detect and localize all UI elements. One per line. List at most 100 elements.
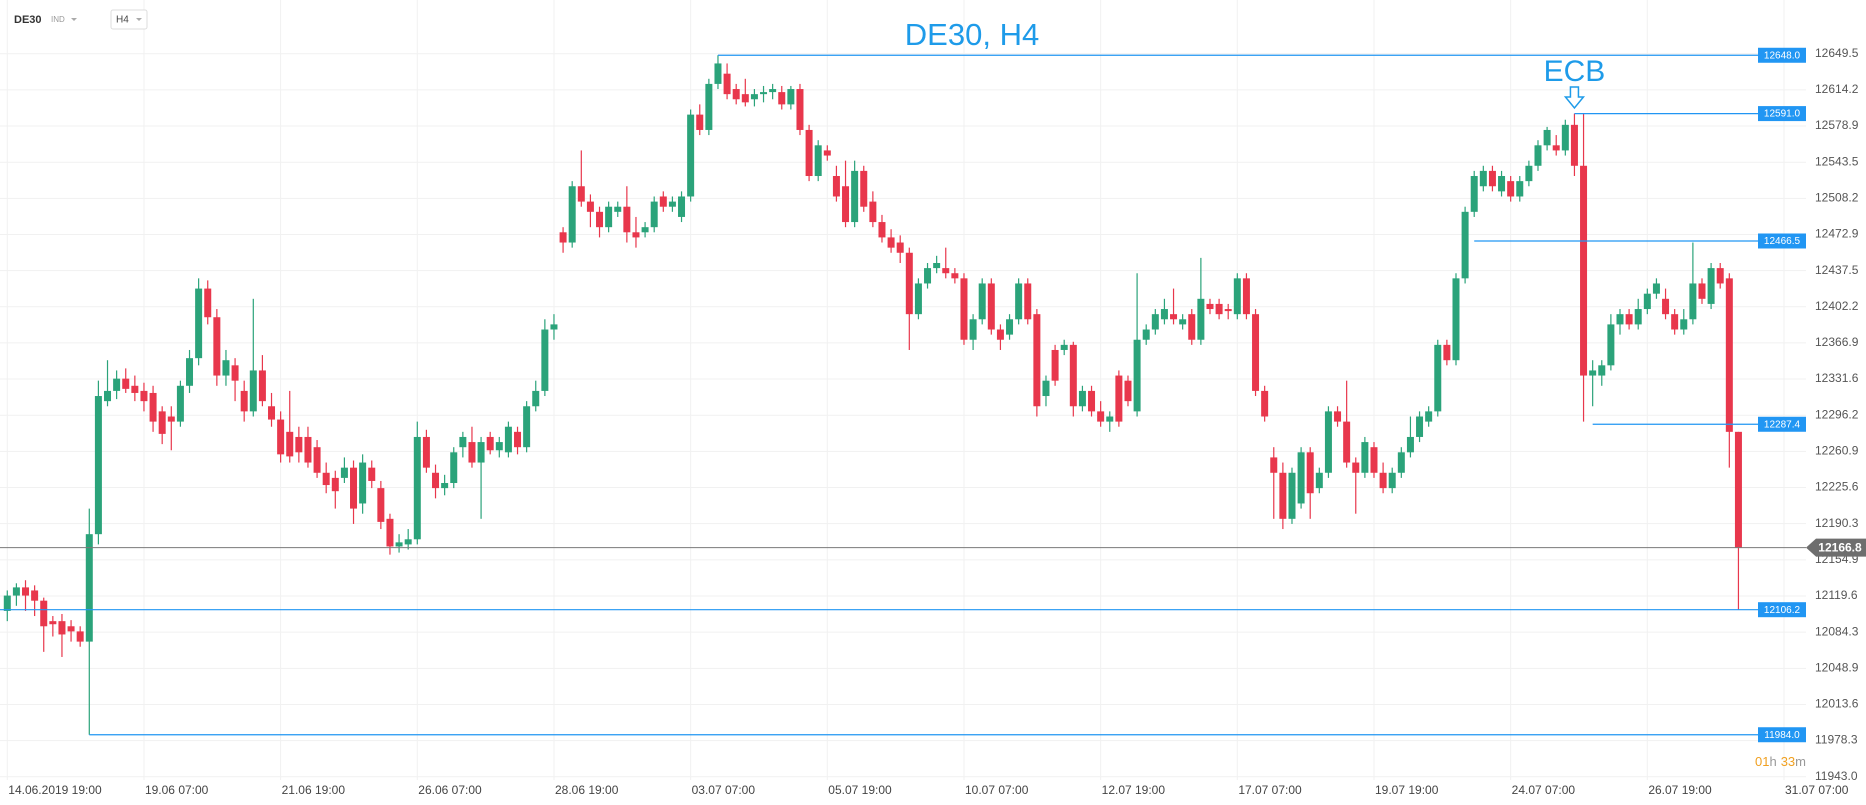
candle-body: [277, 419, 285, 455]
candle-body: [924, 268, 932, 284]
candle-body: [1179, 319, 1187, 325]
y-tick-label: 12508.2: [1815, 190, 1859, 204]
candle-body: [1297, 452, 1305, 504]
y-tick-label: 12366.9: [1815, 335, 1859, 349]
y-tick-label: 11943.0: [1815, 769, 1858, 783]
x-tick-label: 19.06 07:00: [145, 783, 209, 797]
candle-body: [22, 587, 30, 596]
candle-body: [1406, 436, 1414, 453]
candle-body: [769, 89, 777, 93]
level-label: 12106.2: [1764, 605, 1801, 616]
candle-body: [1370, 447, 1378, 473]
candle-body: [1033, 314, 1041, 407]
candle-body: [1652, 283, 1660, 294]
candle-body: [1352, 462, 1360, 473]
candle-body: [268, 406, 276, 420]
level-label: 12466.5: [1764, 236, 1801, 247]
candle-body: [823, 150, 831, 156]
candle-body: [969, 319, 977, 340]
candle-body: [1142, 329, 1150, 340]
countdown-unit: m: [1795, 754, 1806, 769]
candle-body: [3, 595, 11, 611]
symbol[interactable]: DE30: [14, 14, 42, 26]
candle-body: [432, 472, 440, 489]
candle-body: [632, 232, 640, 238]
timeframe-selector[interactable]: [110, 9, 148, 30]
candle-body: [550, 324, 558, 330]
candle-body: [441, 483, 449, 489]
candle-body: [350, 467, 358, 509]
candle-body: [58, 621, 66, 635]
candle-body: [860, 170, 868, 207]
candle-body: [422, 436, 430, 468]
candle-body: [1589, 370, 1597, 376]
candle-body: [331, 477, 339, 492]
timeframe-dropdown[interactable]: [136, 18, 142, 21]
countdown-hours: 01: [1755, 754, 1769, 769]
candle-body: [286, 431, 294, 457]
chart-title: DE30, H4: [905, 17, 1039, 52]
countdown-unit: h: [1769, 754, 1776, 769]
candle-body: [122, 378, 130, 389]
timeframe[interactable]: H4: [116, 15, 129, 26]
candle-body: [1060, 344, 1068, 350]
candle-body: [1698, 283, 1706, 299]
level-label-box: [1758, 727, 1806, 743]
candle-body: [31, 590, 39, 601]
candle-body: [796, 89, 804, 130]
candle-body: [1088, 390, 1096, 412]
x-tick-label: 28.06 19:00: [555, 783, 619, 797]
candle-body: [1379, 472, 1387, 489]
candle-body: [1580, 165, 1588, 376]
candle-body: [1689, 283, 1697, 320]
candle-body: [705, 83, 713, 130]
candle-body: [222, 360, 230, 376]
y-tick-label: 12472.9: [1815, 227, 1859, 241]
candle-body: [523, 406, 531, 448]
candle-body: [368, 467, 376, 481]
candle-body: [313, 447, 321, 473]
candle-body: [978, 283, 986, 320]
candle-body: [1461, 211, 1469, 279]
candle-body: [359, 462, 367, 504]
candle-body: [1425, 411, 1433, 422]
candle-body: [477, 442, 485, 463]
candle-body: [404, 539, 412, 545]
y-tick-label: 12084.3: [1815, 624, 1859, 638]
candle-body: [149, 392, 157, 422]
candle-body: [176, 385, 184, 422]
candle-body: [1242, 278, 1250, 315]
candle-body: [1452, 278, 1460, 361]
candle-body: [1662, 298, 1670, 315]
candle-body: [1525, 165, 1533, 182]
x-tick-label: 26.06 07:00: [418, 783, 482, 797]
candle-body: [1024, 283, 1032, 320]
candle-body: [67, 626, 75, 632]
candle-body: [1734, 431, 1742, 548]
candle-body: [678, 196, 686, 217]
x-tick-label: 05.07 19:00: [828, 783, 892, 797]
candle-body: [1671, 314, 1679, 330]
x-tick-label: 21.06 19:00: [282, 783, 346, 797]
candle-body: [1324, 411, 1332, 473]
candle-body: [322, 472, 330, 486]
candle-body: [204, 288, 212, 318]
y-tick-label: 12578.9: [1815, 118, 1859, 132]
candle-body: [896, 242, 904, 253]
candle-body: [1151, 314, 1159, 330]
candle-body: [186, 358, 194, 386]
symbol-dropdown[interactable]: [71, 18, 77, 21]
candle-body: [1233, 278, 1241, 315]
candle-body: [714, 63, 722, 84]
candle-body: [514, 431, 522, 448]
candle-body: [1716, 268, 1724, 284]
candle-body: [778, 92, 786, 105]
candle-body: [258, 370, 266, 402]
level-label-box: [1758, 602, 1806, 618]
candle-body: [1488, 170, 1496, 187]
candle-body: [495, 442, 503, 451]
candle-body: [1051, 349, 1059, 381]
candle-body: [113, 378, 121, 391]
x-tick-label: 10.07 07:00: [965, 783, 1029, 797]
